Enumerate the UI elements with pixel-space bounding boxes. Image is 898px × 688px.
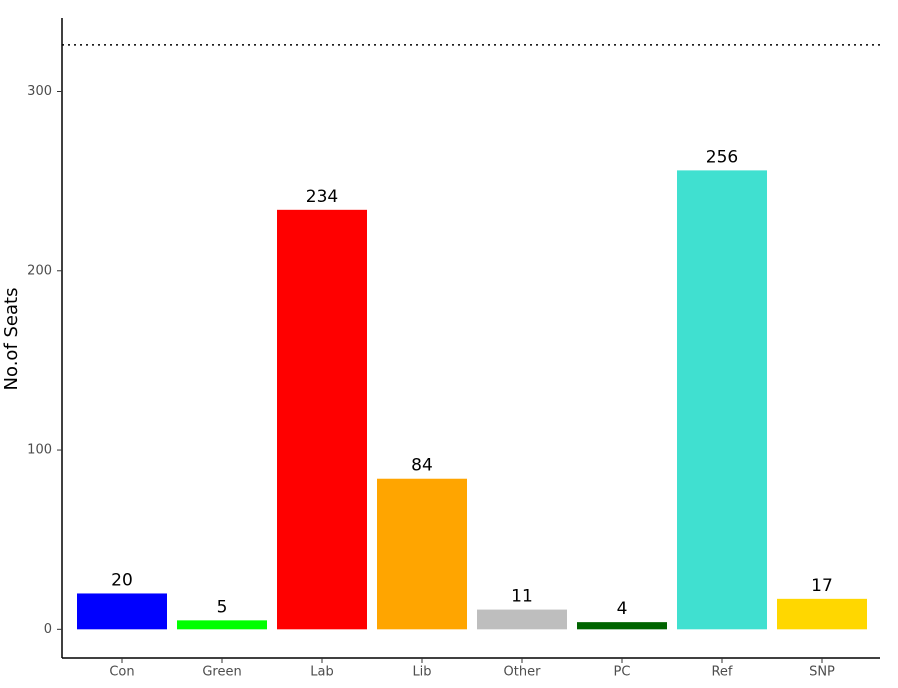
y-tick-label: 200 (27, 263, 52, 278)
value-label: 256 (706, 147, 738, 167)
value-label: 4 (617, 599, 628, 619)
bar (677, 170, 767, 630)
x-tick-label: Other (504, 665, 542, 680)
bar (177, 620, 267, 630)
bar (577, 622, 667, 630)
bar (277, 209, 367, 630)
x-tick-label: Ref (711, 665, 732, 680)
value-label: 5 (217, 597, 228, 617)
value-label: 20 (111, 570, 133, 590)
y-tick-label: 100 (27, 443, 52, 458)
x-tick-label: Lib (412, 665, 431, 680)
x-tick-label: PC (614, 665, 631, 680)
value-label: 234 (306, 187, 338, 207)
x-tick-label: Lab (310, 665, 333, 680)
bar (77, 593, 167, 630)
value-label: 11 (511, 587, 533, 607)
x-tick-label: Con (109, 665, 134, 680)
value-label: 84 (411, 456, 433, 476)
y-tick-label: 0 (44, 622, 52, 637)
value-label: 17 (811, 576, 833, 596)
bar (477, 609, 567, 630)
x-tick-label: SNP (809, 665, 835, 680)
bar (777, 598, 867, 630)
x-tick-label: Green (202, 665, 241, 680)
y-tick-label: 300 (27, 84, 52, 99)
bar (377, 478, 467, 630)
y-axis-title: No.of Seats (1, 288, 22, 391)
